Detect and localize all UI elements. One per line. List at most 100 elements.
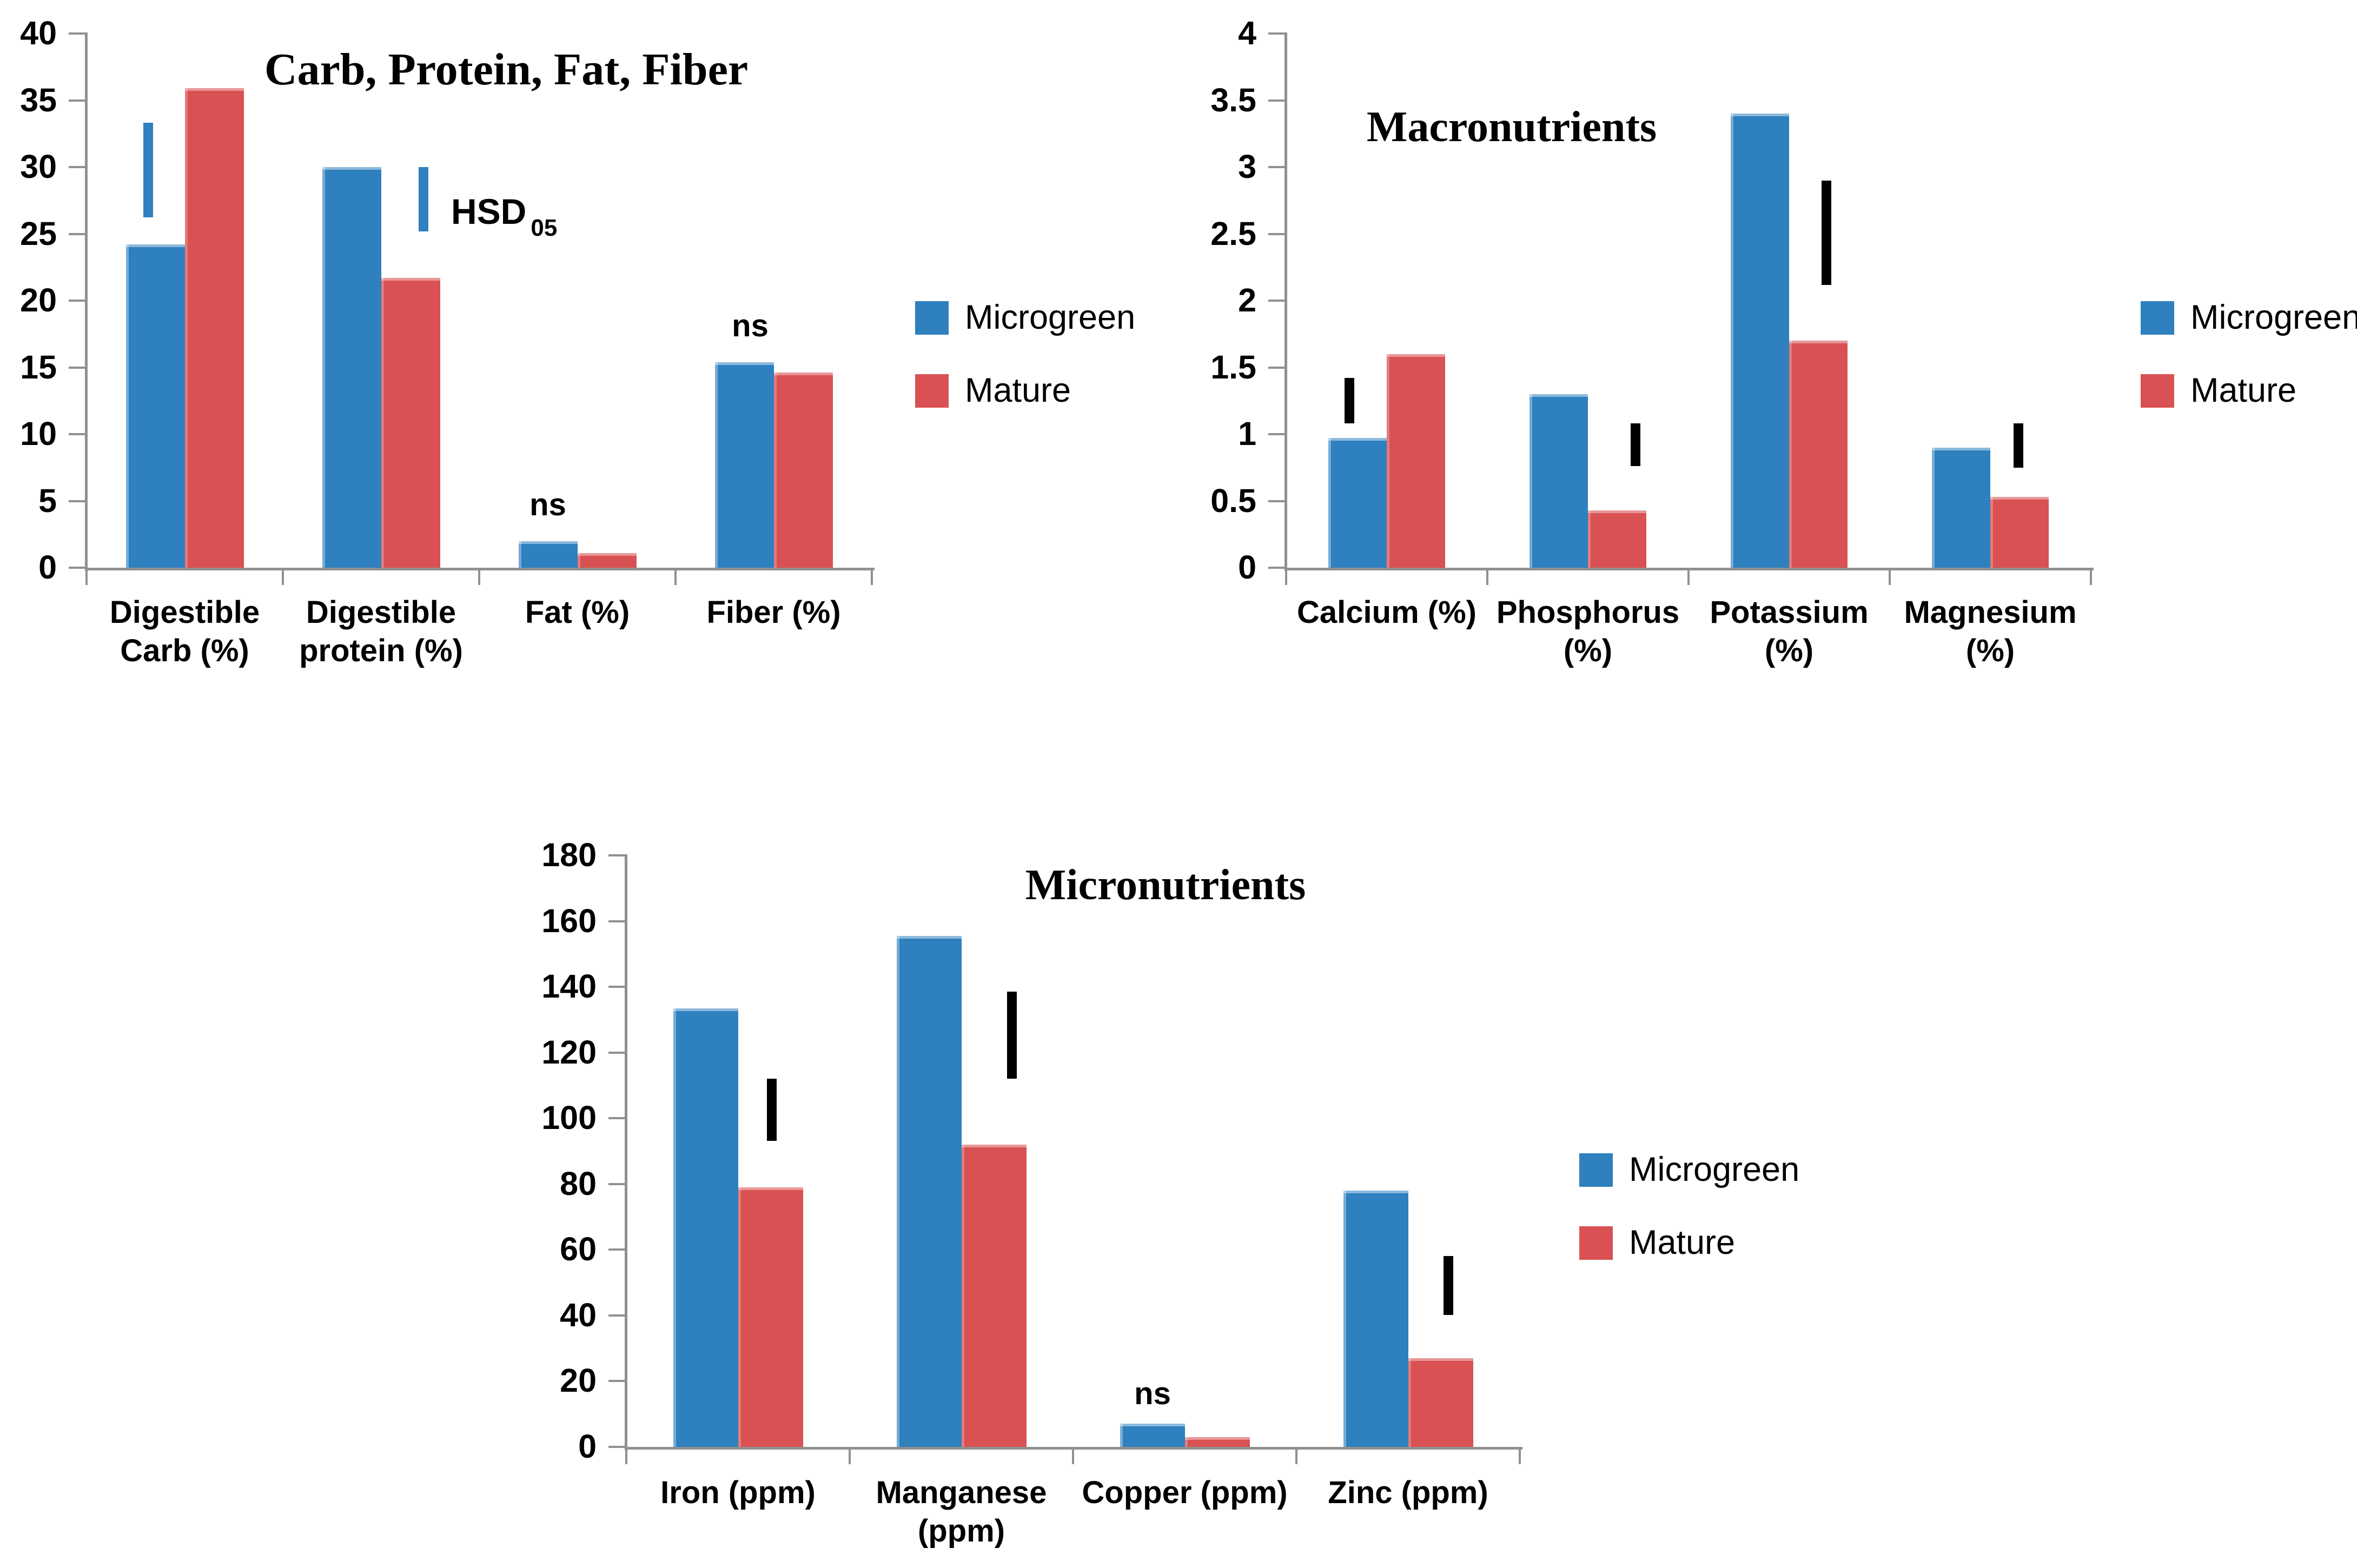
bar-mature-group0	[185, 88, 244, 568]
y-tick-label: 0	[578, 1428, 597, 1465]
y-tick	[608, 1380, 626, 1383]
bar-mature-group0	[738, 1187, 803, 1447]
bar-mature-group2	[1185, 1437, 1250, 1447]
y-tick	[1268, 567, 1286, 569]
y-tick-label: 40	[20, 15, 57, 51]
bar-microgreen-group1	[1530, 394, 1588, 568]
x-tick	[1486, 568, 1488, 585]
y-tick-label: 80	[560, 1165, 597, 1202]
bar-mature-group3	[1408, 1358, 1473, 1447]
legend-item-microgreen: Microgreen	[915, 301, 1135, 335]
chart-title-carb-protein-fat-fiber: Carb, Protein, Fat, Fiber	[264, 44, 749, 95]
y-tick-label: 35	[20, 81, 57, 118]
x-category-label: Zinc (ppm)	[1328, 1475, 1488, 1510]
legend-item-mature: Mature	[915, 374, 1135, 408]
y-tick	[69, 366, 87, 369]
bar-microgreen-group2	[519, 541, 578, 568]
y-tick-label: 1.5	[1210, 348, 1256, 386]
y-tick	[69, 32, 87, 35]
hsd-error-bar	[2014, 423, 2023, 468]
legend-chart-1: Microgreen Mature	[915, 301, 1135, 447]
x-category-label: Digestible protein (%)	[299, 595, 463, 668]
microgreen-swatch-icon	[1579, 1153, 1613, 1187]
ns-label: ns	[732, 308, 769, 343]
y-tick	[608, 1117, 626, 1120]
x-tick	[1889, 568, 1891, 585]
y-tick	[69, 500, 87, 502]
y-tick-label: 20	[560, 1362, 597, 1399]
x-category-label: Potassium (%)	[1710, 595, 1869, 668]
bar-microgreen-group1	[322, 167, 381, 568]
y-tick-label: 2.5	[1210, 215, 1256, 252]
hsd-error-bar	[419, 167, 428, 231]
legend-label-mature: Mature	[965, 371, 1071, 409]
bar-mature-group0	[1387, 354, 1445, 568]
legend-label-microgreen: Microgreen	[1629, 1151, 1800, 1188]
bar-mature-group3	[774, 373, 833, 568]
legend-chart-2: Microgreen Mature	[2141, 301, 2357, 447]
x-tick	[1519, 1447, 1521, 1464]
y-tick-label: 5	[38, 482, 57, 519]
hsd-05-label: HSD 05	[451, 191, 558, 241]
y-tick-label: 160	[541, 902, 597, 939]
y-tick	[1268, 500, 1286, 502]
x-tick	[625, 1447, 627, 1464]
hsd-error-bar	[1007, 992, 1017, 1079]
legend-item-mature: Mature	[1579, 1226, 1799, 1260]
y-tick	[69, 166, 87, 168]
chart-title-macronutrients: Macronutrients	[1366, 103, 1657, 151]
x-tick	[674, 568, 677, 585]
y-tick	[69, 567, 87, 569]
legend-item-microgreen: Microgreen	[2141, 301, 2357, 335]
y-tick-label: 100	[541, 1099, 597, 1137]
x-tick	[871, 568, 873, 585]
x-category-label: Calcium (%)	[1297, 595, 1477, 630]
x-category-label: Digestible Carb (%)	[109, 595, 260, 668]
y-tick	[1268, 366, 1286, 369]
y-tick-label: 40	[560, 1296, 597, 1333]
x-tick	[282, 568, 284, 585]
bar-mature-group2	[578, 553, 637, 568]
y-tick-label: 180	[541, 836, 597, 873]
x-tick	[849, 1447, 851, 1464]
y-tick-label: 15	[20, 348, 57, 386]
bar-microgreen-group3	[1343, 1191, 1408, 1447]
y-tick-label: 0	[38, 549, 57, 586]
y-tick	[69, 433, 87, 435]
y-axis	[625, 854, 627, 1450]
x-tick	[1687, 568, 1690, 585]
hsd-error-bar	[1345, 378, 1354, 423]
x-tick	[1072, 1447, 1074, 1464]
chart-title-micronutrients: Micronutrients	[1025, 861, 1306, 909]
x-tick	[478, 568, 480, 585]
legend-label-mature: Mature	[1629, 1224, 1736, 1261]
y-tick-label: 30	[20, 148, 57, 185]
y-tick-label: 0	[1238, 549, 1256, 586]
x-category-label: Iron (ppm)	[660, 1475, 816, 1510]
legend-item-microgreen: Microgreen	[1579, 1153, 1799, 1187]
hsd-error-bar	[767, 1079, 777, 1141]
y-tick-label: 60	[560, 1231, 597, 1268]
y-tick	[1268, 32, 1286, 35]
x-category-label: Fiber (%)	[706, 595, 841, 630]
y-tick	[608, 920, 626, 922]
ns-label: ns	[1134, 1376, 1171, 1411]
bar-mature-group3	[1990, 497, 2049, 568]
y-tick-label: 0.5	[1210, 482, 1256, 519]
x-category-label: Fat (%)	[525, 595, 630, 630]
y-tick-label: 2	[1238, 282, 1256, 318]
y-axis	[85, 32, 88, 571]
y-tick	[608, 1182, 626, 1185]
x-tick	[2090, 568, 2092, 585]
legend-label-microgreen: Microgreen	[965, 298, 1136, 336]
bar-microgreen-group0	[673, 1008, 738, 1447]
y-tick	[608, 1248, 626, 1251]
hsd-error-bar	[1822, 181, 1831, 285]
y-tick-label: 140	[541, 968, 597, 1005]
y-tick-label: 1	[1238, 415, 1256, 452]
bar-microgreen-group2	[1120, 1424, 1185, 1447]
x-tick	[85, 568, 88, 585]
legend-label-microgreen: Microgreen	[2190, 298, 2357, 336]
y-tick	[69, 232, 87, 235]
